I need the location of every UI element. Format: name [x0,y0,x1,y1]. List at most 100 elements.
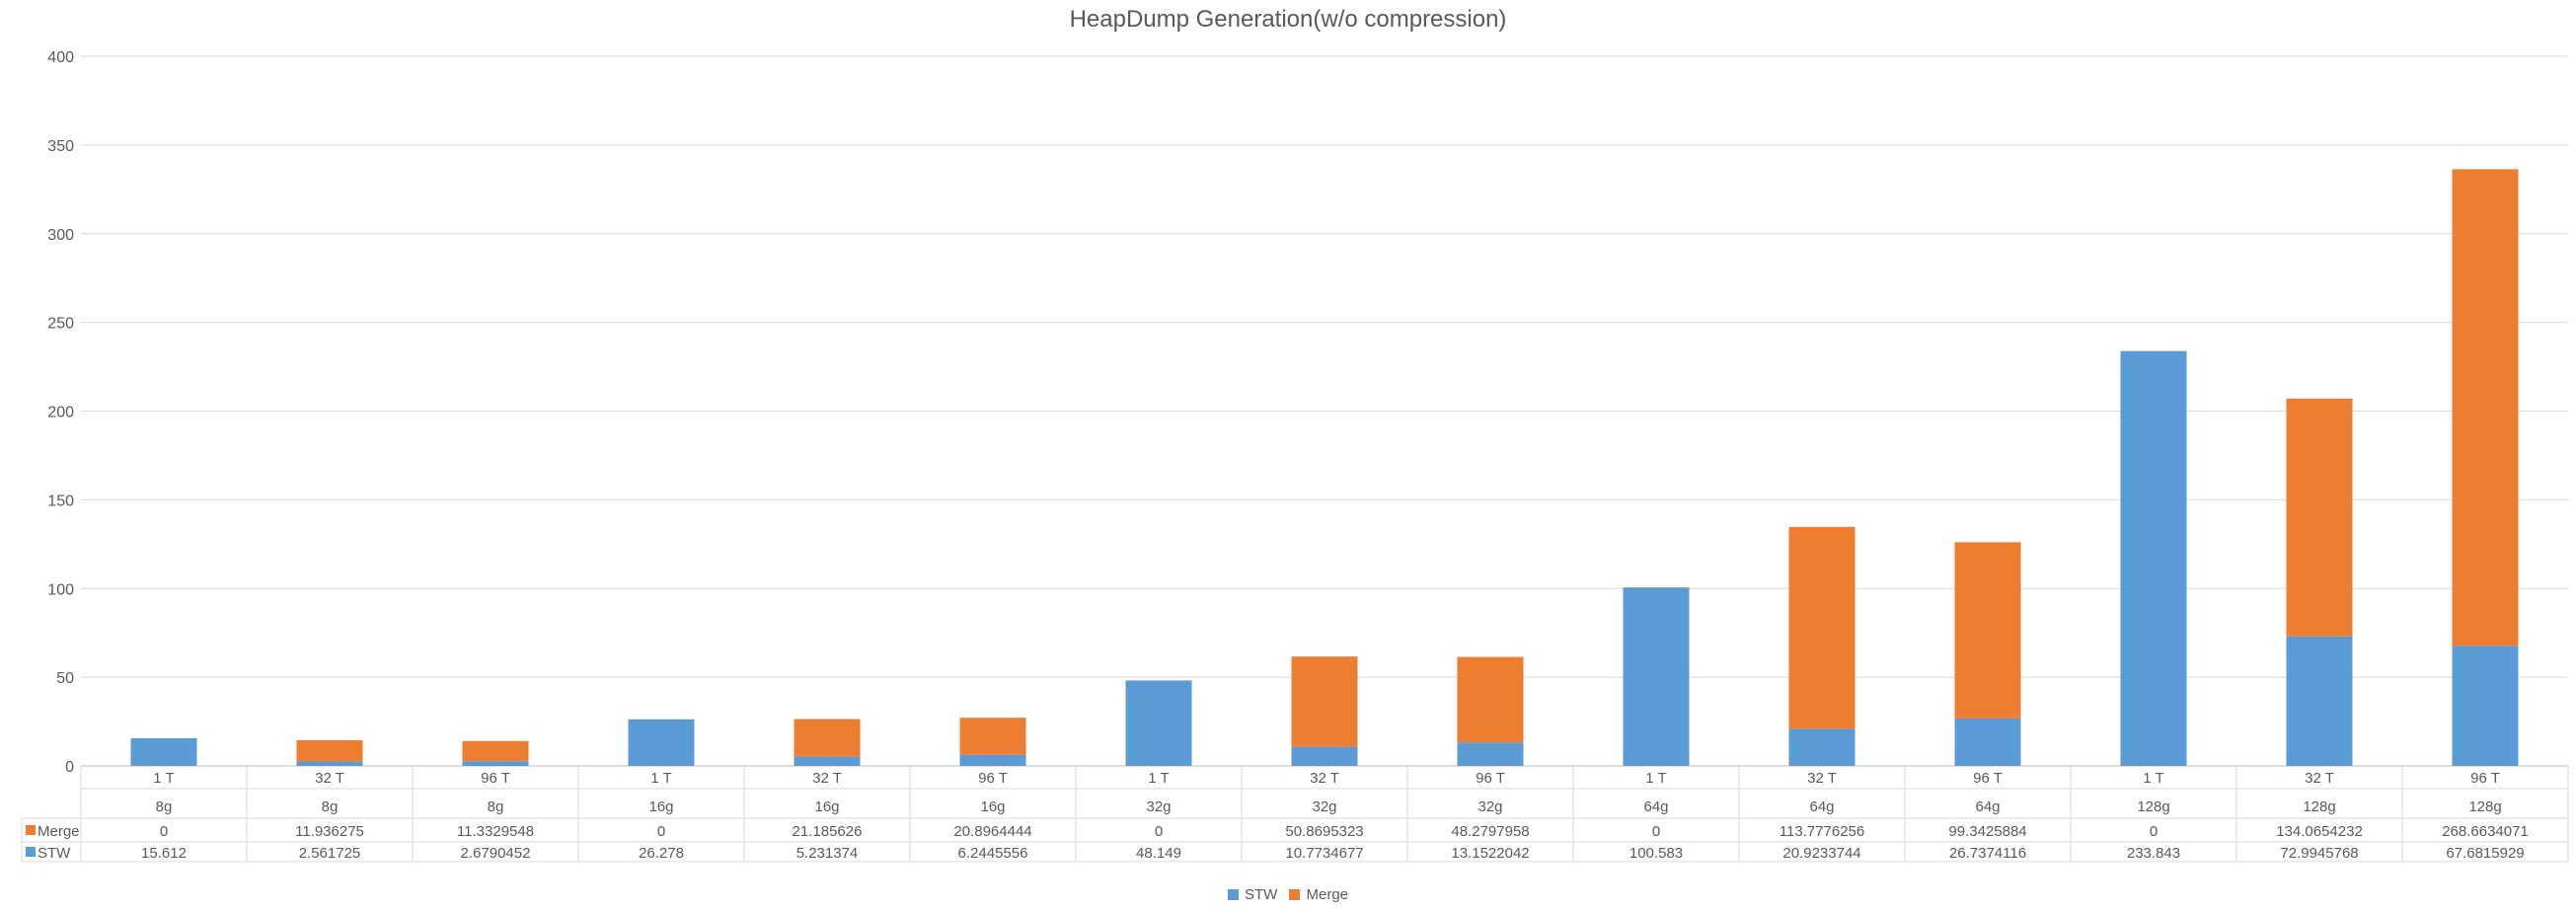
x-tick-label-heap: 128g [2468,798,2501,815]
data-label-merge: 0 [1155,823,1163,840]
x-tick-label-threads: 1 T [650,770,671,787]
bar-stw [1954,718,2021,766]
data-label-merge: 50.8695323 [1285,823,1363,840]
data-table: 1 T 8g 32 T 8g 96 T 8g 1 T 16g 32 T 16g 96 T 16g 1 T… [21,766,2569,863]
x-tick-label-threads: 96 T [1973,770,2003,787]
bar-stw [2452,646,2519,766]
data-label-merge: 0 [1652,823,1660,840]
bar-stw [462,761,529,766]
bar-stw [1788,728,1856,766]
data-label-stw: 26.278 [639,845,684,862]
x-tick-label-threads: 32 T [2305,770,2334,787]
x-tick-label-threads: 96 T [2470,770,2500,787]
bar-stw [1457,742,1524,766]
y-tick-label: 300 [47,227,74,244]
x-tick-label-heap: 8g [156,798,173,815]
bar-stw [959,754,1026,766]
data-label-stw: 5.231374 [796,845,859,862]
legend-item-merge: Merge [1289,886,1348,903]
bar-stw [628,719,695,766]
x-tick-label-heap: 8g [488,798,504,815]
bar-stw [794,756,861,766]
bar-stw [130,737,197,766]
data-label-merge: 0 [2150,823,2158,840]
y-tick-label: 350 [47,138,74,155]
data-label-merge: 21.185626 [793,823,863,840]
data-label-stw: 72.9945768 [2280,845,2358,862]
x-tick-label-heap: 16g [980,798,1005,815]
data-label-merge: 20.8964444 [953,823,1031,840]
x-tick-label-threads: 32 T [315,770,344,787]
table-row-label-merge: Merge [38,823,80,840]
x-tick-label-heap: 8g [322,798,339,815]
data-label-stw: 13.1522042 [1451,845,1529,862]
bar-merge [462,740,529,762]
data-label-stw: 233.843 [2127,845,2180,862]
bar-merge [2452,169,2519,646]
data-label-stw: 48.149 [1136,845,1181,862]
y-tick-label: 400 [47,49,74,66]
data-label-merge: 11.3329548 [457,823,534,840]
bar-merge [2286,398,2353,637]
bar-stw [1125,680,1192,766]
data-label-merge: 268.6634071 [2442,823,2529,840]
x-tick-label-threads: 96 T [1476,770,1505,787]
bar-merge [959,718,1026,755]
x-tick-label-heap: 64g [1809,798,1834,815]
bar-stw [1291,746,1358,766]
y-tick-label: 100 [47,581,74,598]
data-label-merge: 99.3425884 [1948,823,2026,840]
legend-swatch-stw [1227,889,1239,900]
table-legend-key-stw [26,847,36,857]
y-tick-label: 200 [47,405,74,421]
data-label-stw: 26.7374116 [1949,845,2026,862]
x-tick-label-threads: 32 T [1310,770,1339,787]
legend-label-merge: Merge [1306,886,1349,903]
legend-label-stw: STW [1244,886,1278,903]
data-label-merge: 0 [657,823,665,840]
x-tick-label-threads: 1 T [2143,770,2163,787]
legend: STW Merge [0,886,2576,903]
table-legend-key-merge [26,825,36,835]
x-tick-label-threads: 96 T [978,770,1008,787]
x-tick-label-heap: 128g [2137,798,2169,815]
data-label-stw: 20.9233744 [1782,845,1860,862]
data-label-stw: 100.583 [1629,845,1683,862]
data-label-stw: 6.2445556 [958,845,1028,862]
data-label-stw: 2.561725 [299,845,361,862]
legend-swatch-merge [1289,889,1301,900]
y-tick-label: 250 [47,316,74,333]
data-label-stw: 2.6790452 [461,845,531,862]
x-tick-label-threads: 96 T [481,770,510,787]
data-label-merge: 113.7776256 [1780,823,1864,840]
x-tick-label-threads: 32 T [812,770,842,787]
data-label-merge: 0 [160,823,168,840]
x-tick-label-heap: 32g [1312,798,1336,815]
bar-stw [296,761,363,766]
bars [130,169,2519,766]
x-tick-label-threads: 32 T [1807,770,1837,787]
x-tick-label-heap: 16g [814,798,839,815]
legend-item-stw: STW [1227,886,1278,903]
bar-merge [1954,542,2021,719]
bar-stw [2120,350,2187,766]
x-tick-label-threads: 1 T [153,770,174,787]
x-tick-label-heap: 32g [1146,798,1171,815]
x-tick-label-heap: 64g [1975,798,2000,815]
y-tick-label: 50 [56,670,74,687]
x-tick-label-threads: 1 T [1645,770,1666,787]
bar-merge [296,739,363,762]
y-axis-ticks: 0 50 100 150 200 250 300 350 400 [47,49,74,776]
data-label-merge: 134.0654232 [2276,823,2363,840]
data-label-merge: 48.2797958 [1451,823,1529,840]
x-tick-label-heap: 32g [1477,798,1502,815]
data-label-stw: 67.6815929 [2446,845,2524,862]
data-label-merge: 11.936275 [295,823,364,840]
bar-merge [794,719,861,757]
x-tick-label-threads: 1 T [1148,770,1169,787]
bar-stw [2286,636,2353,766]
bar-merge [1788,526,1856,729]
chart-title: HeapDump Generation(w/o compression) [1069,6,1507,33]
y-tick-label: 150 [47,493,74,509]
x-tick-label-heap: 128g [2303,798,2335,815]
